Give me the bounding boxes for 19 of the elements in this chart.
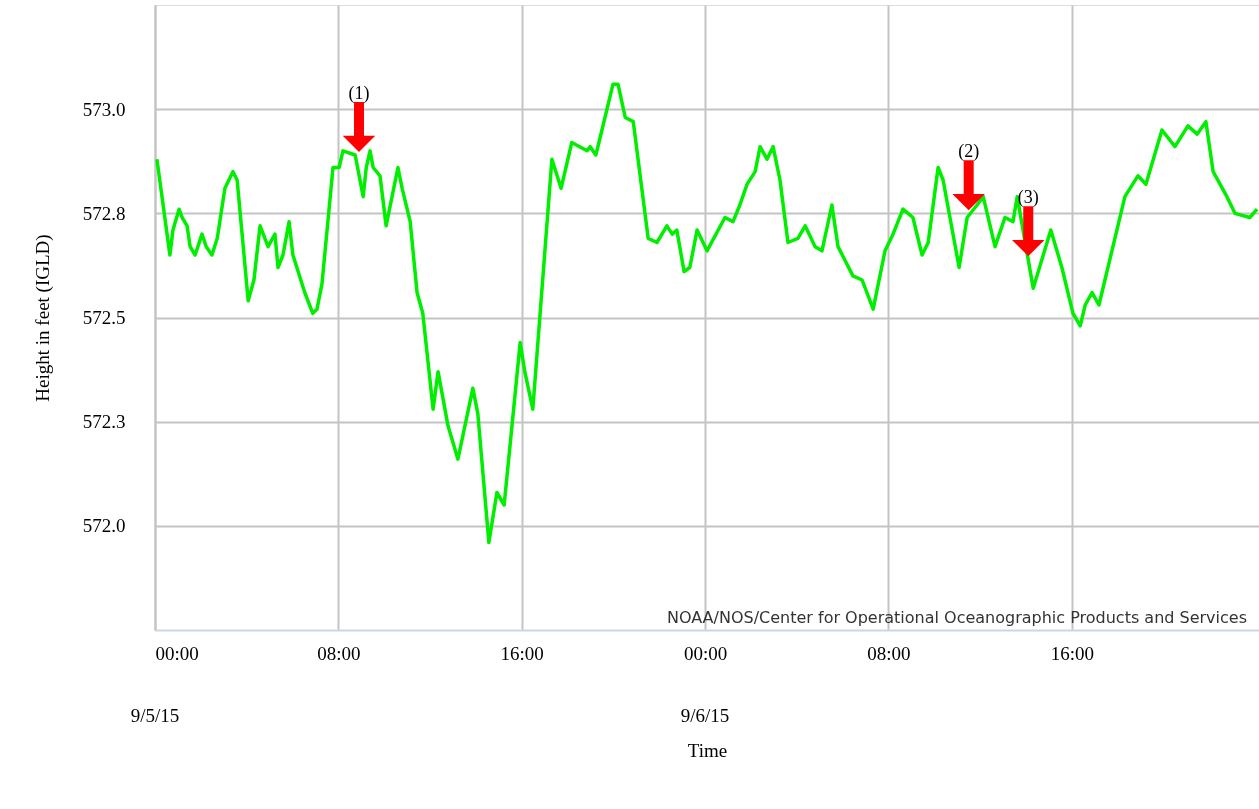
x-tick-label: 16:00	[1050, 642, 1094, 664]
y-tick-label: 573.0	[82, 98, 126, 120]
annotation: (1)	[348, 83, 370, 104]
y-tick-label: 572.5	[82, 307, 126, 328]
x-tick-label: 00:00	[683, 642, 728, 664]
x-tick-label: 16:00	[500, 642, 544, 664]
y-tick-label: 572.8	[82, 202, 126, 224]
annotation: (3)	[1017, 187, 1039, 209]
text: 9/5/15	[130, 705, 180, 726]
x-tick-label: 08:00	[317, 642, 361, 664]
y-tick-label: 572.0	[82, 515, 126, 537]
x-tick-label: 08:00	[867, 642, 911, 664]
y-axis-title: Height in feet (IGLD)	[31, 234, 54, 402]
x-tick-label: 00:00	[155, 642, 199, 664]
x-axis-title: Time	[687, 739, 728, 761]
y-tick-label: 572.3	[82, 411, 126, 433]
text: 9/6/15	[680, 705, 730, 726]
annotation: NOAA/NOS/Center for Operational Oceanographic Products and Services	[666, 608, 1247, 627]
annotation: (2)	[958, 141, 980, 163]
